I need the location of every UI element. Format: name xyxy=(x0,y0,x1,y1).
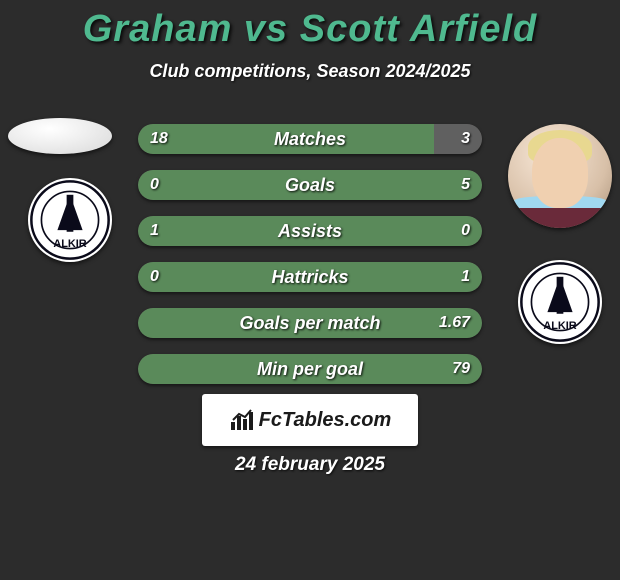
stat-right-value: 0 xyxy=(461,216,470,246)
stat-row: 0Hattricks1 xyxy=(138,262,482,292)
stats-table: 18Matches30Goals51Assists00Hattricks1Goa… xyxy=(138,124,482,400)
stat-row: 0Goals5 xyxy=(138,170,482,200)
stat-right-value: 3 xyxy=(461,124,470,154)
svg-text:ALKIR: ALKIR xyxy=(53,238,86,250)
player-left-avatar xyxy=(8,118,112,154)
player-right-club-badge: ALKIR xyxy=(518,260,602,344)
player-right-avatar xyxy=(508,124,612,228)
stat-row: Goals per match1.67 xyxy=(138,308,482,338)
site-name: FcTables.com xyxy=(259,409,392,432)
stat-label: Min per goal xyxy=(138,354,482,384)
stat-row: 18Matches3 xyxy=(138,124,482,154)
page-title: Graham vs Scott Arfield xyxy=(0,0,620,51)
stat-row: 1Assists0 xyxy=(138,216,482,246)
stat-label: Assists xyxy=(138,216,482,246)
stat-right-value: 1 xyxy=(461,262,470,292)
site-badge[interactable]: FcTables.com xyxy=(202,394,418,446)
stat-right-value: 1.67 xyxy=(439,308,470,338)
stat-label: Hattricks xyxy=(138,262,482,292)
stat-label: Goals xyxy=(138,170,482,200)
comparison-card: Graham vs Scott Arfield Club competition… xyxy=(0,0,620,580)
chart-icon xyxy=(229,408,255,432)
svg-text:ALKIR: ALKIR xyxy=(543,320,576,332)
stat-right-value: 79 xyxy=(452,354,470,384)
footer-date: 24 february 2025 xyxy=(0,454,620,476)
stat-label: Goals per match xyxy=(138,308,482,338)
player-left-club-badge: ALKIR xyxy=(28,178,112,262)
stat-right-value: 5 xyxy=(461,170,470,200)
stat-label: Matches xyxy=(138,124,482,154)
stat-row: Min per goal79 xyxy=(138,354,482,384)
subtitle: Club competitions, Season 2024/2025 xyxy=(0,61,620,82)
